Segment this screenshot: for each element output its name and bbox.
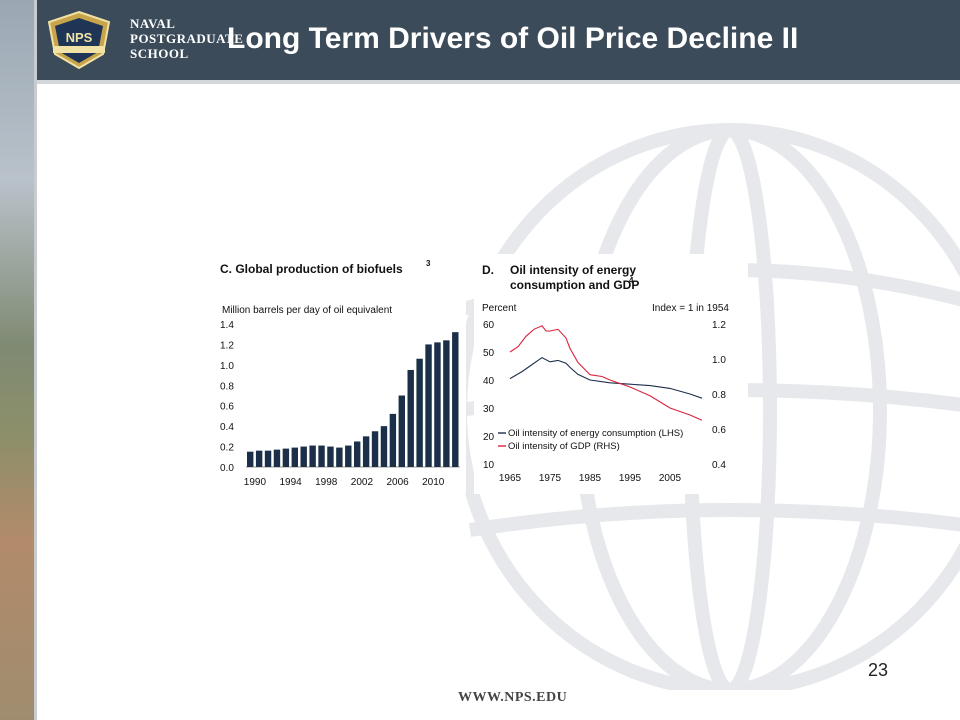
slide-header: NPS NAVAL POSTGRADUATE SCHOOL Long Term … — [37, 0, 960, 84]
right-y-tick-label: 0.4 — [712, 460, 726, 471]
biofuels-chart-panel: C. Global production of biofuels 3 Milli… — [214, 254, 466, 494]
left-y-tick-label: 20 — [483, 432, 495, 443]
biofuel-bar — [309, 445, 316, 467]
biofuel-bar — [327, 446, 334, 467]
chart-title-line1: Oil intensity of energy — [510, 263, 636, 277]
biofuel-bar — [407, 369, 414, 467]
y-axis-label: Million barrels per day of oil equivalen… — [222, 305, 392, 316]
y-tick-label: 1.2 — [220, 340, 234, 351]
x-tick-label: 1965 — [499, 473, 522, 484]
x-tick-label: 1990 — [244, 477, 267, 488]
left-y-tick-label: 30 — [483, 404, 495, 415]
biofuel-bar — [300, 446, 307, 467]
biofuel-bar — [291, 447, 298, 467]
x-tick-label: 2002 — [351, 477, 374, 488]
biofuel-bar — [452, 332, 459, 467]
oil-intensity-line-chart: D. Oil intensity of energy consumption a… — [482, 263, 729, 484]
y-tick-label: 1.0 — [220, 361, 234, 372]
school-line: POSTGRADUATE — [130, 31, 244, 46]
chart-title: C. Global production of biofuels — [220, 262, 403, 276]
left-y-tick-label: 50 — [483, 348, 495, 359]
biofuel-bar — [362, 436, 370, 467]
school-name: NAVAL POSTGRADUATE SCHOOL — [130, 16, 243, 61]
right-y-tick-label: 0.6 — [712, 425, 726, 436]
x-tick-label: 2006 — [386, 477, 409, 488]
biofuels-bar-chart: C. Global production of biofuels 3 Milli… — [220, 259, 460, 488]
campus-photo-strip — [0, 0, 37, 720]
x-tick-label: 1985 — [579, 473, 602, 484]
x-tick-label: 1995 — [619, 473, 642, 484]
chart-title-prefix: D. — [482, 263, 494, 277]
left-y-tick-label: 10 — [483, 460, 495, 471]
school-line: SCHOOL — [130, 46, 189, 61]
biofuel-bar — [273, 449, 281, 467]
left-y-tick-label: 40 — [483, 376, 495, 387]
biofuel-bar — [345, 445, 352, 467]
legend-label: Oil intensity of GDP (RHS) — [508, 441, 620, 452]
y-tick-label: 1.4 — [220, 320, 234, 331]
y-tick-label: 0.4 — [220, 422, 234, 433]
chart-title-superscript: 4 — [629, 276, 634, 285]
x-tick-label: 1998 — [315, 477, 338, 488]
right-y-tick-label: 1.2 — [712, 320, 726, 331]
logo-text: NPS — [66, 30, 93, 45]
biofuel-bar — [282, 448, 290, 467]
right-y-tick-label: 0.8 — [712, 390, 726, 401]
chart-title-superscript: 3 — [426, 259, 431, 268]
legend-label: Oil intensity of energy consumption (LHS… — [508, 428, 683, 439]
x-tick-label: 2010 — [422, 477, 445, 488]
x-tick-label: 1975 — [539, 473, 562, 484]
school-line: NAVAL — [130, 16, 176, 31]
oil-intensity-chart-panel: D. Oil intensity of energy consumption a… — [474, 254, 748, 494]
gdp-intensity-line — [509, 325, 703, 421]
right-y-tick-label: 1.0 — [712, 355, 726, 366]
biofuel-bar — [443, 340, 450, 467]
left-axis-unit: Percent — [482, 303, 517, 314]
biofuel-bar — [434, 342, 441, 467]
biofuel-bar — [354, 441, 361, 467]
nps-shield-logo: NPS — [47, 10, 111, 70]
y-tick-label: 0.0 — [220, 463, 234, 474]
biofuel-bar — [380, 426, 388, 467]
footer-url: WWW.NPS.EDU — [458, 690, 568, 705]
page-number: 23 — [868, 660, 889, 680]
y-tick-label: 0.2 — [220, 443, 234, 454]
biofuel-bar — [318, 445, 325, 467]
biofuel-bar — [416, 358, 423, 467]
chart-title-line2: consumption and GDP — [510, 278, 639, 292]
biofuel-bar — [398, 395, 405, 467]
slide-title: Long Term Drivers of Oil Price Decline I… — [227, 22, 799, 55]
x-tick-label: 1994 — [279, 477, 302, 488]
y-tick-label: 0.6 — [220, 402, 234, 413]
x-tick-label: 2005 — [659, 473, 682, 484]
biofuel-bar — [247, 451, 254, 467]
biofuel-bar — [425, 344, 432, 467]
biofuel-bar — [264, 450, 272, 467]
biofuel-bar — [389, 413, 397, 467]
biofuel-bar — [336, 447, 343, 467]
right-axis-unit: Index = 1 in 1954 — [652, 303, 729, 314]
biofuel-bar — [255, 450, 263, 467]
y-tick-label: 0.8 — [220, 381, 234, 392]
biofuel-bar — [371, 431, 379, 467]
energy-intensity-line — [509, 356, 703, 399]
left-y-tick-label: 60 — [483, 320, 495, 331]
